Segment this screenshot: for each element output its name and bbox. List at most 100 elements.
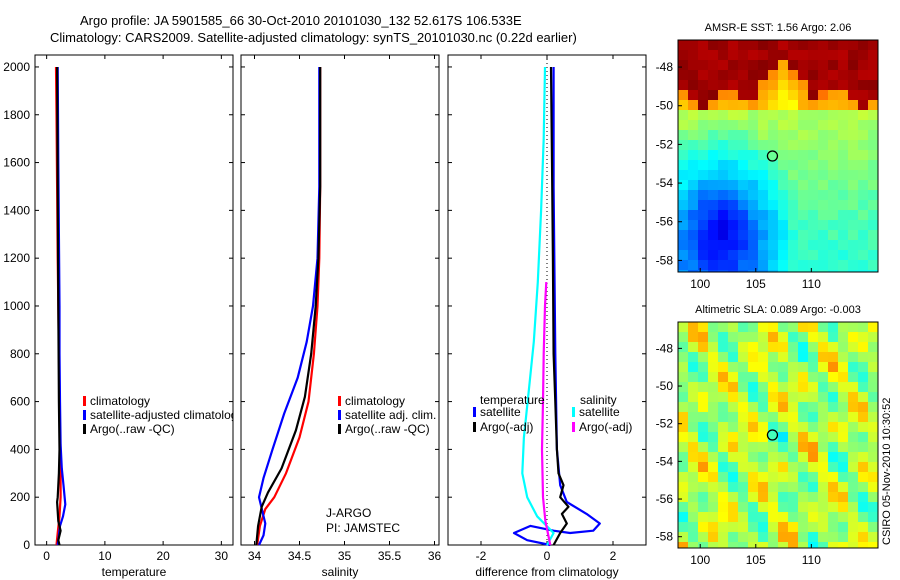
heatmap-cell [678,322,688,332]
heatmap-cell [868,342,878,352]
heatmap-cell [768,220,778,230]
heatmap-cell [678,332,688,342]
heatmap-cell [798,482,808,492]
heatmap-cell [718,100,728,110]
heatmap-cell [858,220,868,230]
heatmap-cell [758,532,768,542]
heatmap-cell [818,240,828,250]
heatmap-cell [778,432,788,442]
heatmap-cell [798,372,808,382]
heatmap-cell [808,442,818,452]
heatmap-cell [738,372,748,382]
heatmap-cell [758,382,768,392]
heatmap-cell [868,230,878,240]
heatmap-cell [818,392,828,402]
heatmap-cell [828,60,838,70]
heatmap-cell [758,180,768,190]
heatmap-cell [798,110,808,120]
heatmap-cell [758,190,768,200]
heatmap-cell [688,542,698,548]
heatmap-cell [808,220,818,230]
heatmap-cell [678,230,688,240]
heatmap-cell [718,170,728,180]
heatmap-cell [728,322,738,332]
heatmap-cell [788,342,798,352]
heatmap-cell [788,170,798,180]
y-tick-label: 0 [23,538,30,552]
heatmap-cell [828,452,838,462]
y-tick-label: 1800 [3,108,30,122]
heatmap-cell [758,442,768,452]
heatmap-cell [858,352,868,362]
heatmap-cell [698,532,708,542]
heatmap-cell [798,322,808,332]
heatmap-cell [768,482,778,492]
heatmap-cell [708,462,718,472]
heatmap-cell [708,392,718,402]
heatmap-cell [748,512,758,522]
heatmap-cell [848,442,858,452]
heatmap-cell [758,512,768,522]
heatmap-cell [748,220,758,230]
heatmap-cell [728,260,738,270]
heatmap-cell [798,210,808,220]
heatmap-cell [818,482,828,492]
heatmap-cell [758,100,768,110]
heatmap-cell [718,412,728,422]
series-line-salinity-satellite [521,66,555,546]
heatmap-cell [778,50,788,60]
heatmap-cell [778,422,788,432]
heatmap-cell [748,462,758,472]
heatmap-cell [778,412,788,422]
x-tick-label: 100 [690,553,710,567]
heatmap-cell [698,160,708,170]
heatmap-cell [778,382,788,392]
heatmap-cell [708,260,718,270]
y-tick-label: 200 [10,490,30,504]
legend-label: Argo(..raw -QC) [90,422,175,436]
heatmap-cell [798,472,808,482]
heatmap-cell [828,482,838,492]
y-tick-label: -54 [656,176,674,190]
heatmap-cell [748,342,758,352]
heatmap-cell [808,40,818,50]
heatmap-cell [768,532,778,542]
heatmap-cell [688,100,698,110]
map-frame [677,39,879,273]
heatmap-cell [748,240,758,250]
heatmap-cell [868,452,878,462]
heatmap-cell [688,502,698,512]
heatmap-cell [738,60,748,70]
heatmap-cell [718,240,728,250]
heatmap-cell [728,502,738,512]
heatmap-cell [818,140,828,150]
heatmap-cell [728,332,738,342]
heatmap-cell [848,210,858,220]
heatmap-cell [698,260,708,270]
heatmap-cell [788,412,798,422]
heatmap-cell [718,260,728,270]
heatmap-cell [708,472,718,482]
heatmap-cell [758,522,768,532]
heatmap-cell [768,210,778,220]
heatmap-cell [808,542,818,548]
heatmap-cell [678,492,688,502]
heatmap-cell [818,120,828,130]
heatmap-cell [738,362,748,372]
heatmap-cell [698,472,708,482]
heatmap-cell [758,452,768,462]
heatmap-cell [708,220,718,230]
heatmap-cell [778,392,788,402]
heatmap-cell [708,382,718,392]
heatmap-cell [788,150,798,160]
heatmap-cell [698,90,708,100]
heatmap-cell [798,462,808,472]
heatmap-cell [818,50,828,60]
heatmap-cell [708,502,718,512]
heatmap-cell [738,140,748,150]
heatmap-cell [818,40,828,50]
heatmap-cell [718,210,728,220]
heatmap-cell [718,90,728,100]
heatmap-cell [798,40,808,50]
heatmap-cell [678,50,688,60]
